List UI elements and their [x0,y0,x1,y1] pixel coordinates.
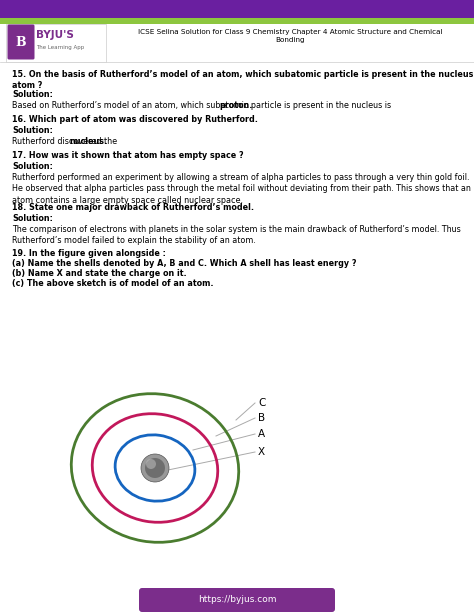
Text: Rutherford performed an experiment by allowing a stream of alpha particles to pa: Rutherford performed an experiment by al… [12,173,471,205]
Text: The Learning App: The Learning App [36,45,84,50]
Text: 18. State one major drawback of Rutherford’s model.: 18. State one major drawback of Rutherfo… [12,203,254,212]
Text: Solution:: Solution: [12,214,53,223]
Circle shape [145,458,165,478]
Text: nucleus.: nucleus. [69,137,108,146]
Text: (a) Name the shells denoted by A, B and C. Which A shell has least energy ?: (a) Name the shells denoted by A, B and … [12,259,356,268]
Text: B: B [16,36,27,48]
Text: Rutherford discovered the: Rutherford discovered the [12,137,119,146]
Text: C: C [258,398,265,408]
Text: Solution:: Solution: [12,90,53,99]
Text: Solution:: Solution: [12,162,53,171]
Text: ICSE Selina Solution for Class 9 Chemistry Chapter 4 Atomic Structure and Chemic: ICSE Selina Solution for Class 9 Chemist… [138,29,442,43]
FancyBboxPatch shape [8,25,35,59]
Text: (b) Name X and state the charge on it.: (b) Name X and state the charge on it. [12,269,187,278]
Circle shape [141,454,169,482]
Text: 15. On the basis of Rutherford’s model of an atom, which subatomic particle is p: 15. On the basis of Rutherford’s model o… [12,70,474,91]
Text: Based on Rutherford’s model of an atom, which subatomic particle is present in t: Based on Rutherford’s model of an atom, … [12,101,393,110]
Text: BYJU'S: BYJU'S [36,30,74,40]
Text: The comparison of electrons with planets in the solar system is the main drawbac: The comparison of electrons with planets… [12,225,461,245]
FancyBboxPatch shape [139,588,335,612]
FancyBboxPatch shape [0,18,474,24]
Text: 17. How was it shown that atom has empty space ?: 17. How was it shown that atom has empty… [12,151,244,160]
Circle shape [146,459,156,469]
Text: proton.: proton. [219,101,253,110]
FancyBboxPatch shape [0,0,474,18]
Text: https://byjus.com: https://byjus.com [198,595,276,604]
Text: (c) The above sketch is of model of an atom.: (c) The above sketch is of model of an a… [12,279,213,288]
FancyBboxPatch shape [6,24,106,62]
Text: Solution:: Solution: [12,126,53,135]
Text: A: A [258,429,265,439]
Text: 16. Which part of atom was discovered by Rutherford.: 16. Which part of atom was discovered by… [12,115,258,124]
Text: B: B [258,413,265,423]
Text: 19. In the figure given alongside :: 19. In the figure given alongside : [12,249,166,258]
Text: X: X [258,447,265,457]
